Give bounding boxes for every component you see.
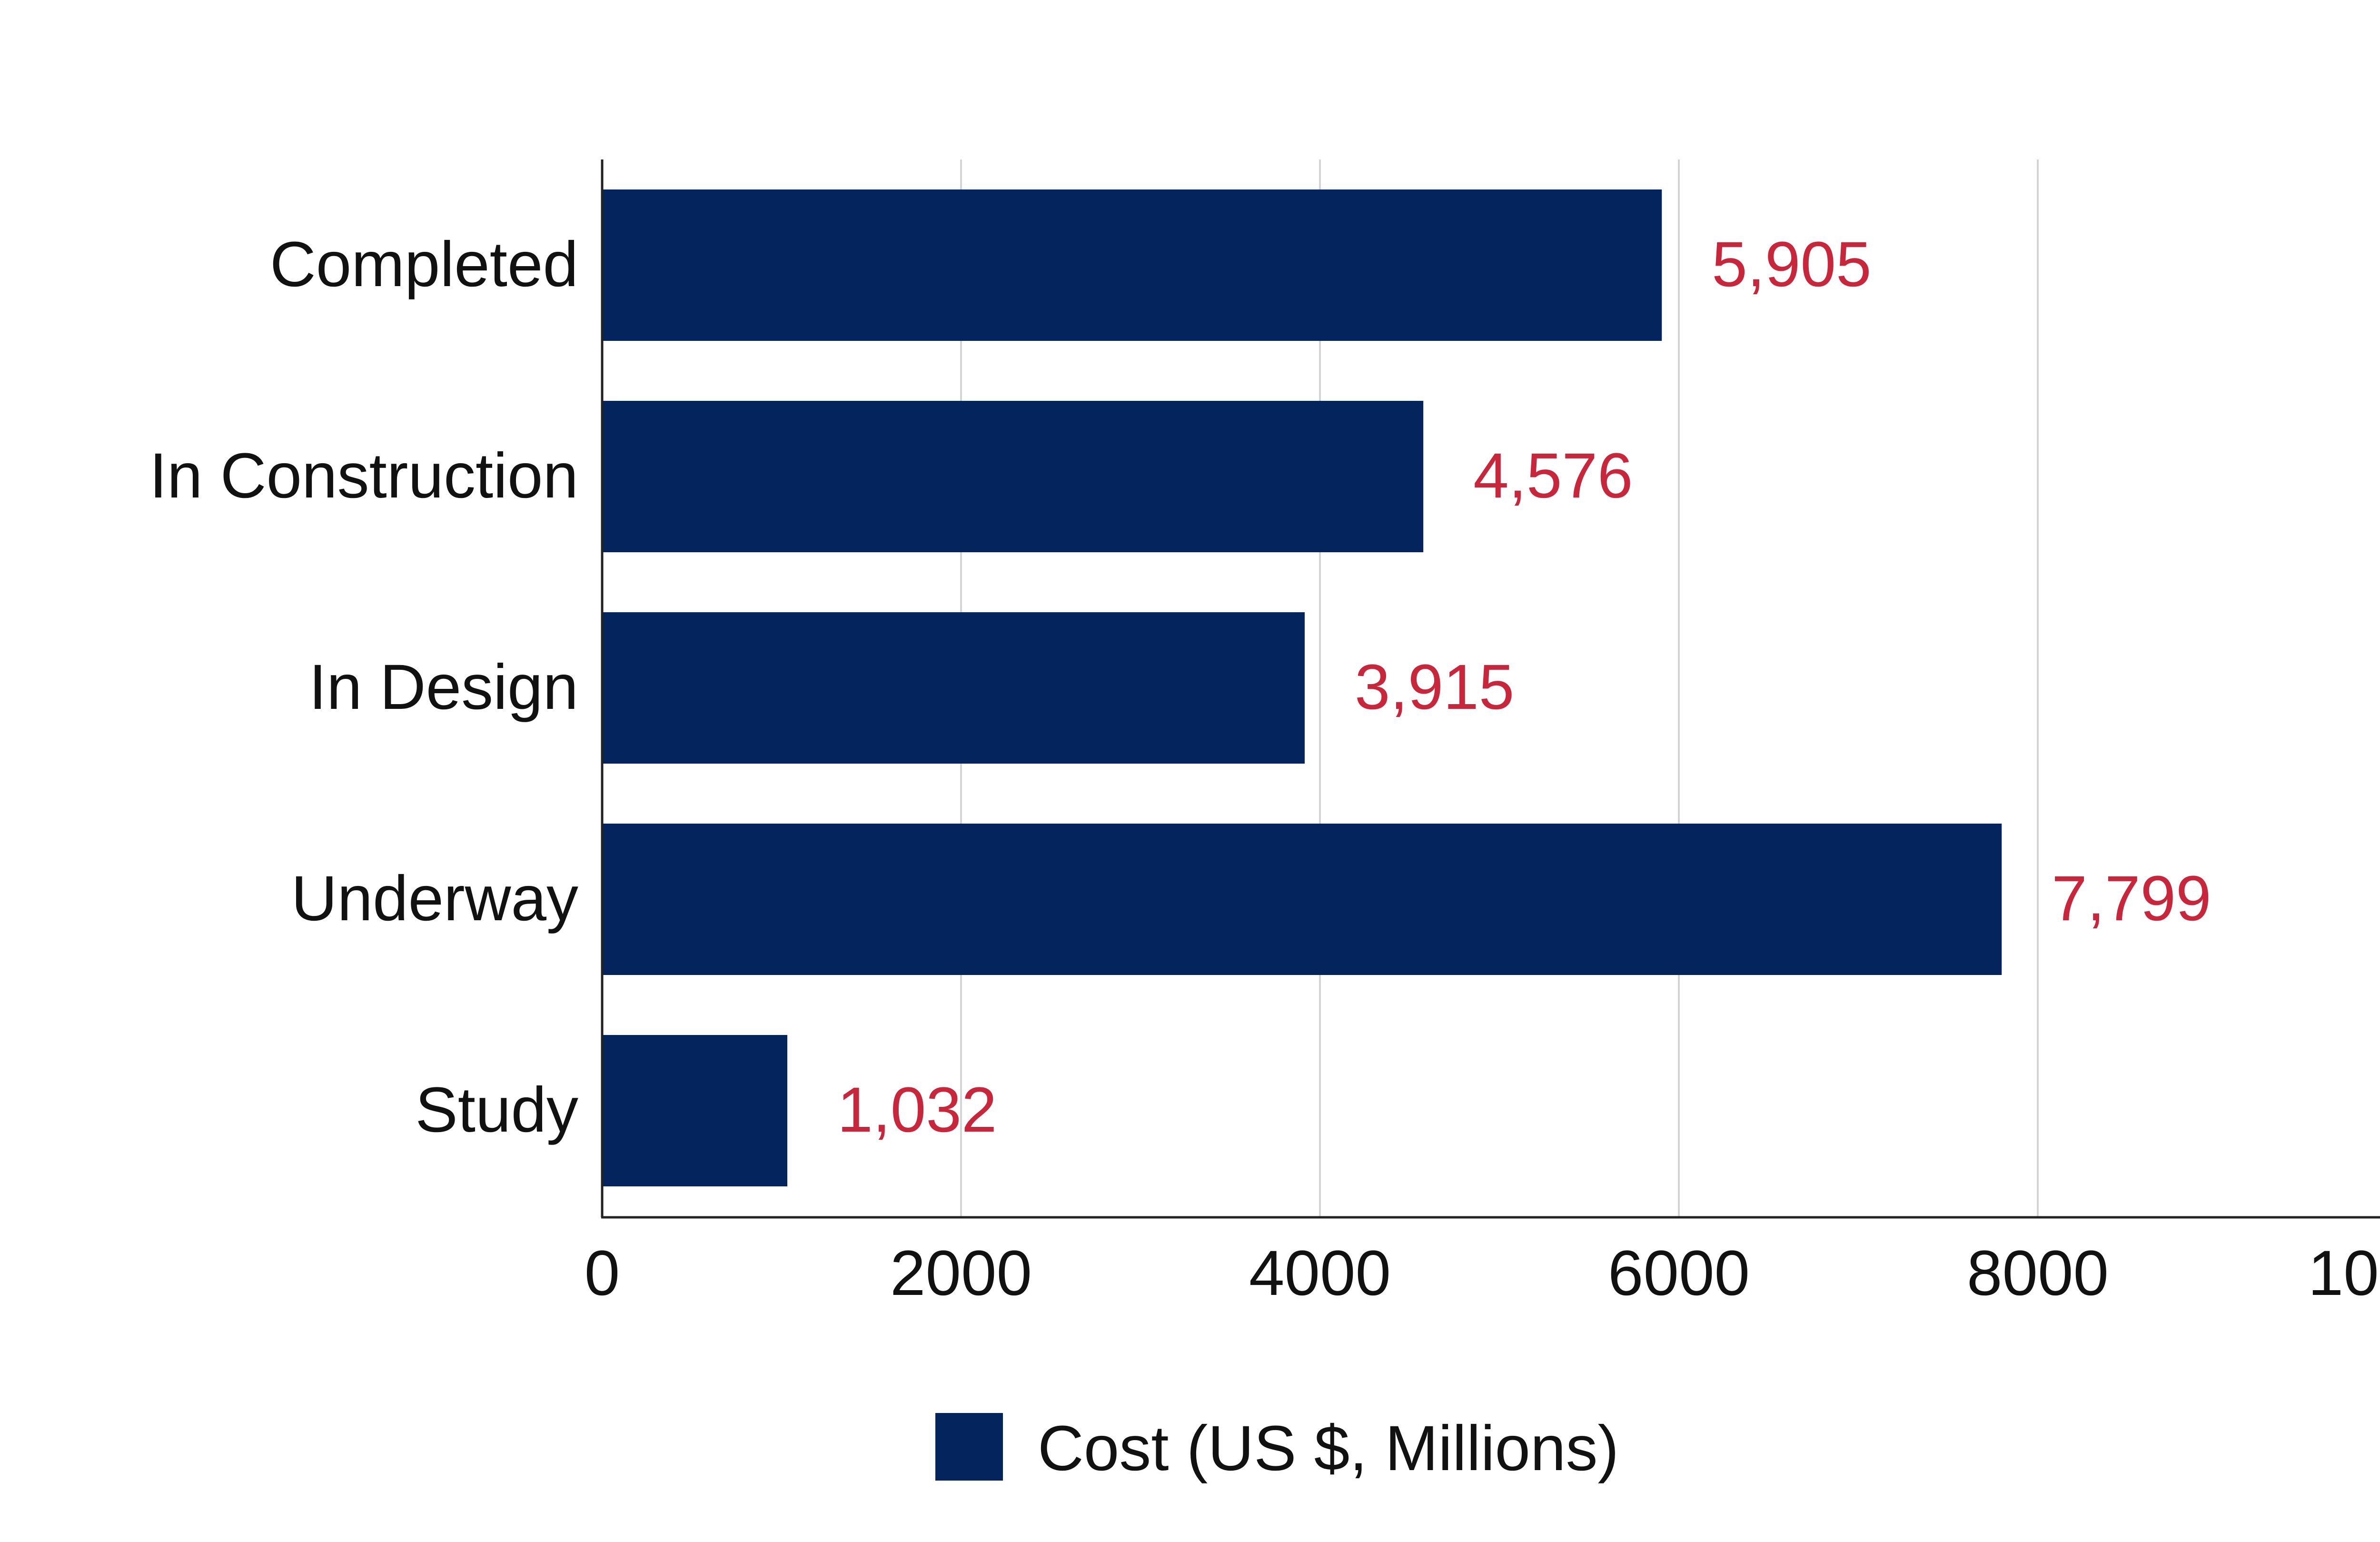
bar-underway xyxy=(602,824,2002,975)
x-tick-label: 4000 xyxy=(1249,1238,1391,1309)
bars xyxy=(602,189,2002,1186)
category-label: Study xyxy=(415,1074,578,1145)
bar-completed xyxy=(602,189,1662,341)
data-label: 5,905 xyxy=(1712,229,1871,300)
x-tick-label: 2000 xyxy=(890,1238,1032,1309)
data-label: 7,799 xyxy=(2052,863,2211,934)
x-tick-label: 8000 xyxy=(1967,1238,2109,1309)
data-label: 3,915 xyxy=(1355,652,1514,723)
bar-study xyxy=(602,1035,788,1186)
legend: Cost (US $, Millions) xyxy=(935,1413,1619,1484)
category-label: Underway xyxy=(291,863,578,934)
x-tick-label: 10000 xyxy=(2308,1238,2380,1309)
legend-label: Cost (US $, Millions) xyxy=(1038,1413,1619,1484)
data-label: 4,576 xyxy=(1473,440,1633,511)
axes xyxy=(601,159,2380,1219)
labels: Completed 5,905 In Construction 4,576 In Des… xyxy=(149,229,2380,1309)
x-tick-label: 0 xyxy=(585,1238,620,1309)
bar-in-design xyxy=(602,612,1305,764)
category-label: In Design xyxy=(309,652,578,723)
legend-swatch xyxy=(935,1413,1003,1481)
x-tick-label: 6000 xyxy=(1608,1238,1750,1309)
bar-in-construction xyxy=(602,401,1424,552)
category-label: Completed xyxy=(270,229,578,300)
data-label: 1,032 xyxy=(837,1074,997,1145)
category-label: In Construction xyxy=(149,440,578,511)
